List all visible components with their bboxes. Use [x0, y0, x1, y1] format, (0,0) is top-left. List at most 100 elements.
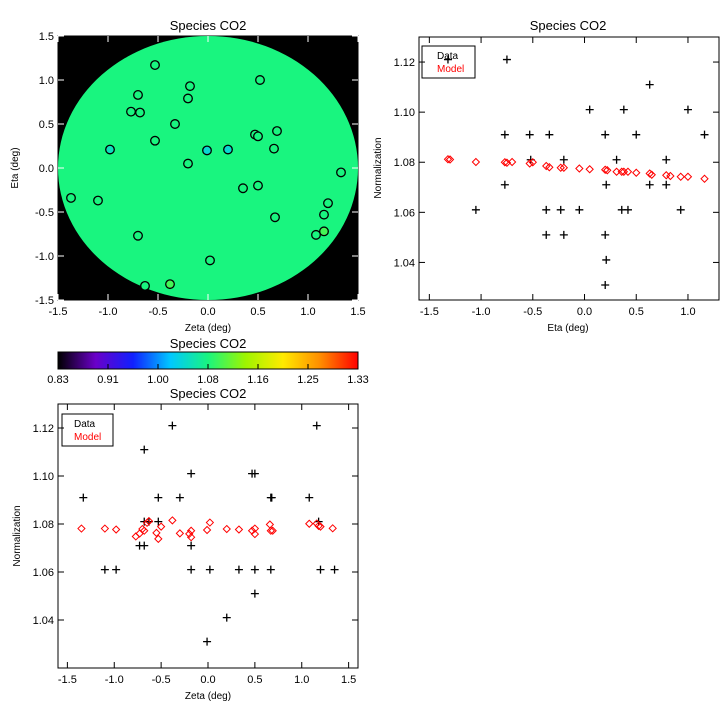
map-data-point: [311, 229, 321, 240]
map-y-label: Eta (deg): [10, 147, 21, 188]
map-data-point: [183, 158, 193, 169]
eta-data-point: [601, 230, 610, 239]
eta-model-point: [666, 171, 675, 181]
eta-data-point: [542, 230, 551, 239]
zeta-x-tick-label: -1.0: [105, 674, 124, 686]
eta-data-point: [601, 130, 610, 139]
zeta-data-point: [175, 493, 184, 502]
eta-data-point: [676, 205, 685, 214]
map-data-point: [133, 90, 143, 100]
eta-model-point: [445, 155, 455, 164]
zeta-x-tick-label: 1.5: [341, 674, 356, 686]
eta-model-point: [471, 157, 481, 167]
eta-model-point: [647, 170, 656, 179]
map-data-point: [319, 209, 329, 220]
eta-data-point: [632, 130, 641, 139]
map-panel: Species CO2 -1.5 -1.0 -0.5 0.0 0.5 1.0 1.5 -1.5…: [10, 18, 366, 334]
eta-model-point: [585, 165, 594, 174]
zeta-legend-data: Data: [74, 419, 96, 430]
eta-data-point: [500, 180, 509, 189]
map-y-tick-label: -1.5: [35, 295, 54, 307]
zeta-x-tick-label: -0.5: [152, 674, 171, 686]
eta-model-point: [617, 167, 626, 176]
eta-data-point: [500, 130, 509, 139]
map-y-tick-label: 1.0: [39, 75, 54, 87]
zeta-model-point: [142, 518, 152, 528]
zeta-model-point: [154, 534, 163, 544]
colorbar-tick-label: 0.91: [97, 374, 118, 386]
map-data-point: [205, 255, 215, 266]
eta-data-point: [619, 105, 628, 114]
map-data-point: [93, 195, 103, 206]
eta-data-point: [601, 280, 610, 289]
eta-model-point: [559, 163, 569, 172]
colorbar-tick-label: 1.16: [247, 374, 268, 386]
eta-data-point: [525, 130, 534, 139]
eta-x-label: Eta (deg): [547, 323, 588, 334]
zeta-data-point: [140, 541, 149, 550]
zeta-panel: Species CO2 -1.5 -1.0 -0.5 0.0 0.5 1.0 1.5 1.04…: [12, 386, 359, 702]
colorbar-tick-label: 1.00: [147, 374, 168, 386]
eta-model-point: [700, 174, 709, 183]
eta-y-tick-label: 1.10: [394, 107, 415, 119]
map-data-point: [270, 212, 280, 223]
zeta-model-point: [152, 528, 161, 538]
eta-data-point: [602, 255, 611, 264]
eta-data-point: [575, 205, 584, 214]
map-data-point: [133, 230, 143, 241]
map-y-tick-label: 0.5: [39, 119, 54, 131]
zeta-model-point: [186, 526, 196, 535]
zeta-data-point: [79, 493, 88, 502]
zeta-y-label: Normalization: [12, 505, 23, 566]
eta-model-point: [500, 158, 510, 167]
map-data-point: [319, 226, 329, 237]
eta-legend-box: [421, 45, 476, 79]
zeta-y-tick-label: 1.06: [33, 567, 54, 579]
zeta-data-point: [154, 517, 163, 526]
map-data-point: [135, 107, 145, 118]
zeta-legend-model: Model: [74, 432, 101, 443]
zeta-data-point: [316, 565, 325, 574]
zeta-model-point: [250, 529, 260, 539]
zeta-model-point: [140, 526, 149, 535]
eta-data-point: [545, 130, 554, 139]
eta-x-tick-label: 1.0: [680, 306, 695, 318]
map-y-tick-label: -0.5: [35, 207, 54, 219]
eta-data-point: [700, 130, 709, 139]
zeta-model-point: [316, 522, 325, 531]
eta-model-point: [443, 155, 453, 164]
map-data-point: [253, 180, 263, 191]
map-data-point: [255, 75, 265, 85]
zeta-data-point: [312, 421, 321, 430]
eta-model-point: [632, 168, 641, 177]
eta-x-tick-label: -1.5: [420, 306, 439, 318]
map-data-point: [238, 183, 248, 194]
eta-y-tick-label: 1.08: [394, 157, 415, 169]
zeta-model-point: [314, 521, 323, 531]
eta-model-point: [575, 164, 584, 173]
map-x-label: Zeta (deg): [185, 323, 231, 334]
zeta-model-point: [175, 529, 185, 538]
eta-model-point: [603, 166, 612, 175]
zeta-model-point: [234, 525, 244, 534]
map-x-tick-label: 1.5: [350, 306, 365, 318]
zeta-data-point: [112, 565, 121, 574]
eta-data-point: [559, 155, 568, 164]
map-x-tick-label: -1.0: [99, 306, 118, 318]
zeta-plot-area: [57, 403, 359, 669]
eta-model-point: [525, 159, 534, 168]
map-data-point: [202, 145, 212, 156]
eta-x-tick-label: -0.5: [523, 306, 542, 318]
eta-y-label: Normalization: [373, 137, 384, 198]
zeta-model-point: [111, 525, 121, 534]
zeta-title: Species CO2: [170, 386, 247, 401]
zeta-model-point: [328, 524, 337, 533]
eta-x-tick-label: 0.0: [577, 306, 592, 318]
zeta-y-tick-label: 1.10: [33, 471, 54, 483]
zeta-data-point: [222, 613, 231, 622]
zeta-model-point: [100, 524, 110, 533]
eta-data-point: [559, 230, 568, 239]
zeta-data-point: [305, 493, 314, 502]
map-field-disc: [58, 36, 358, 300]
map-data-point: [140, 280, 150, 291]
